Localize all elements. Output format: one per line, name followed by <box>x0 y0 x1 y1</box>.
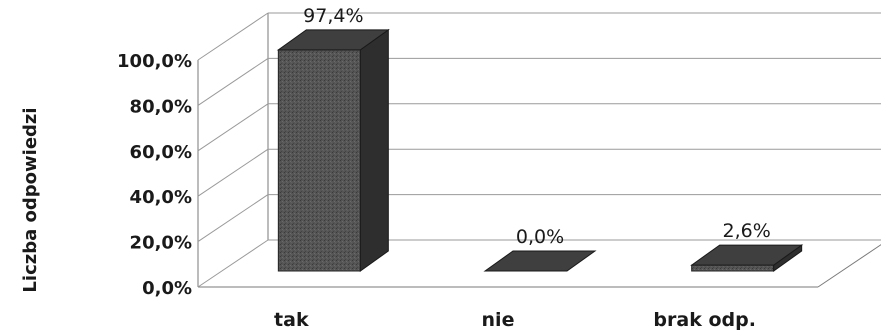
y-tick-label: 100,0% <box>117 51 192 72</box>
y-axis-ticks: 0,0% 20,0% 40,0% 60,0% 80,0% 100,0% <box>117 51 192 299</box>
bar-side-face <box>359 28 389 272</box>
bar-front-face <box>277 49 361 272</box>
y-tick-label: 80,0% <box>130 96 192 117</box>
data-label: 2,6% <box>723 220 771 242</box>
y-tick-label: 40,0% <box>130 187 192 208</box>
data-label: 97,4% <box>303 5 363 27</box>
gridline-side <box>197 57 269 106</box>
floor-right-edge <box>817 244 881 288</box>
bars: 97,4% 0,0% 2,6% <box>276 5 804 272</box>
chart-walls <box>197 13 881 288</box>
bar-tak: 97,4% <box>276 5 390 272</box>
bar-brak-odp-: 2,6% <box>690 220 804 272</box>
y-tick-label: 0,0% <box>142 278 192 299</box>
gridline-side <box>197 12 269 61</box>
bar-nie: 0,0% <box>483 226 597 272</box>
x-axis-categories: tak nie brak odp. <box>274 309 756 331</box>
x-category-label: nie <box>482 309 515 331</box>
y-tick-label: 60,0% <box>130 142 192 163</box>
bar-front-face <box>691 264 775 272</box>
gridline-side <box>197 103 269 152</box>
y-tick-label: 20,0% <box>130 233 192 254</box>
x-category-label: brak odp. <box>653 309 756 331</box>
gridline-side <box>197 239 269 288</box>
bar-top-face <box>276 29 390 51</box>
x-category-label: tak <box>274 309 309 331</box>
gridline-side <box>197 194 269 243</box>
gridline-side <box>197 148 269 197</box>
bar-top-face <box>483 250 597 272</box>
data-label: 0,0% <box>516 226 564 248</box>
y-axis-title: Liczba odpowiedzi <box>20 107 41 292</box>
bar-top-face <box>690 244 804 266</box>
